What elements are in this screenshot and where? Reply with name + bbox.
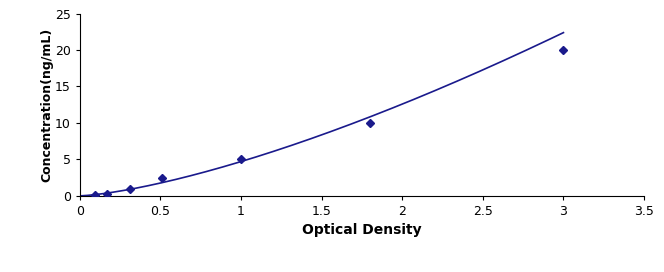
X-axis label: Optical Density: Optical Density bbox=[302, 223, 422, 237]
Y-axis label: Concentration(ng/mL): Concentration(ng/mL) bbox=[41, 27, 53, 182]
